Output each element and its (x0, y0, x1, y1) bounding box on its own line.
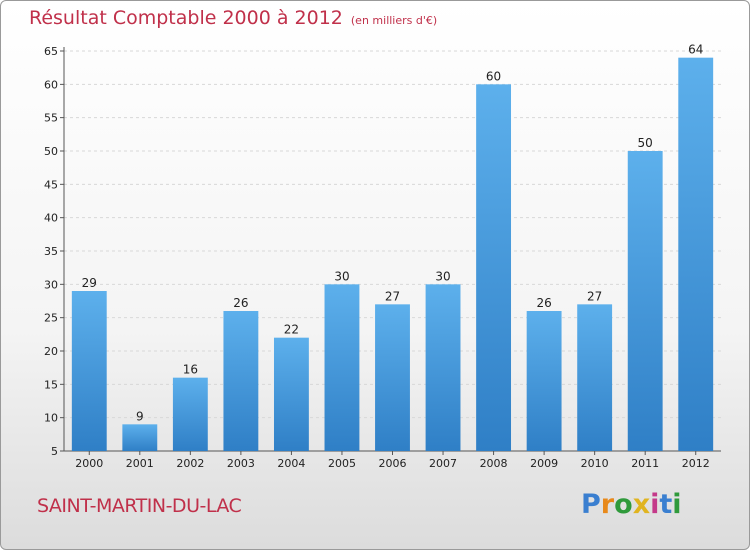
y-tick-label: 60 (44, 78, 58, 91)
x-tick-label-2004: 2004 (277, 457, 305, 470)
x-tick-label-2009: 2009 (530, 457, 558, 470)
bar-2001 (122, 424, 158, 451)
y-tick-label: 35 (44, 245, 58, 258)
y-tick-label: 25 (44, 312, 58, 325)
y-tick-label: 40 (44, 212, 58, 225)
bar-2007 (425, 284, 461, 451)
y-tick-label: 15 (44, 378, 58, 391)
value-label-2011: 50 (638, 136, 653, 150)
value-label-2009: 26 (536, 296, 551, 310)
logo-letter: P (581, 489, 601, 520)
x-tick-label-2007: 2007 (429, 457, 457, 470)
x-tick-label-2008: 2008 (480, 457, 508, 470)
logo-letter: i (650, 489, 660, 520)
bar-2008 (476, 84, 512, 451)
y-tick-label: 30 (44, 278, 58, 291)
bars (71, 57, 714, 452)
logo-letter: t (659, 489, 673, 520)
x-tick-label-2002: 2002 (176, 457, 204, 470)
value-label-2008: 60 (486, 69, 501, 83)
x-tick-label-2005: 2005 (328, 457, 356, 470)
value-label-2004: 22 (284, 323, 299, 337)
value-label-2007: 30 (435, 269, 450, 283)
value-label-2010: 27 (587, 289, 602, 303)
value-label-2000: 29 (82, 276, 97, 290)
logo-letter: r (600, 489, 615, 520)
value-label-2005: 30 (334, 269, 349, 283)
value-label-2001: 9 (136, 409, 144, 423)
y-tick-label: 5 (51, 445, 58, 458)
chart-title-text: Résultat Comptable 2000 à 2012 (29, 7, 343, 29)
value-label-2012: 64 (688, 43, 703, 57)
x-tick-label-2003: 2003 (227, 457, 255, 470)
y-tick-label: 10 (44, 412, 58, 425)
bar-2009 (526, 311, 562, 451)
x-tick-label-2006: 2006 (379, 457, 407, 470)
x-tick-label-2010: 2010 (581, 457, 609, 470)
y-tick-label: 50 (44, 145, 58, 158)
bar-2005 (324, 284, 360, 451)
y-tick-label: 55 (44, 112, 58, 125)
x-tick-label-2000: 2000 (75, 457, 103, 470)
value-label-2002: 16 (183, 363, 198, 377)
x-tick-label-2001: 2001 (126, 457, 154, 470)
logo-letter: i (672, 489, 682, 520)
bar-2010 (577, 304, 613, 451)
commune-name: SAINT-MARTIN-DU-LAC (37, 495, 242, 517)
bar-2003 (223, 311, 259, 451)
logo-letter: o (614, 489, 633, 520)
x-tick-label-2012: 2012 (682, 457, 710, 470)
proxiti-logo: Proxiti (581, 489, 682, 520)
bar-2002 (172, 377, 208, 451)
bar-2000 (71, 291, 107, 451)
labels: 29 2000 9 2001 16 2002 26 2003 22 2004 30 2005 27 200… (75, 43, 709, 470)
x-tick-label-2011: 2011 (631, 457, 659, 470)
y-tick-label: 20 (44, 345, 58, 358)
value-label-2006: 27 (385, 289, 400, 303)
bar-2004 (273, 337, 309, 451)
chart-title: Résultat Comptable 2000 à 2012 (en millie… (29, 7, 437, 29)
y-tick-label: 45 (44, 178, 58, 191)
bar-2011 (627, 151, 663, 451)
logo-letter: x (632, 489, 651, 520)
value-label-2003: 26 (233, 296, 248, 310)
y-tick-label: 65 (44, 45, 58, 58)
bar-2012 (678, 57, 714, 452)
bar-2006 (375, 304, 410, 451)
chart-subtitle: (en milliers d'€) (350, 14, 438, 27)
